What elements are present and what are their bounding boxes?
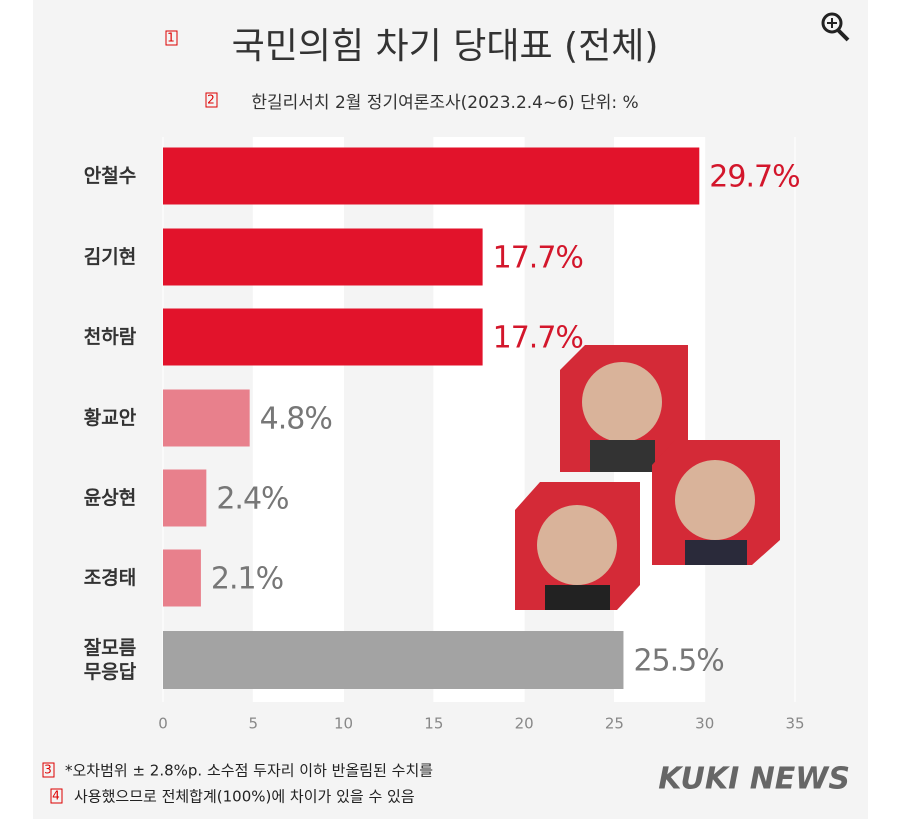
category-label: 김기현	[83, 246, 137, 268]
marker: 1	[167, 31, 175, 45]
x-tick-label: 35	[785, 715, 804, 733]
value-label: 2.4%	[216, 482, 288, 517]
footnote: *오차범위 ± 2.8%p. 소수점 두자리 이하 반올림된 수치를	[65, 762, 433, 780]
category-label: 황교안	[83, 407, 137, 429]
marker: 3	[44, 763, 52, 777]
bar	[163, 308, 483, 366]
marker: 4	[52, 789, 60, 803]
value-label: 2.1%	[211, 562, 283, 597]
chart-subtitle: 한길리서치 2월 정기여론조사(2023.2.4~6) 단위: %	[251, 93, 638, 113]
x-tick-label: 15	[424, 715, 443, 733]
bar	[163, 549, 201, 607]
grid-band	[433, 137, 525, 702]
category-label: 윤상현	[83, 487, 137, 509]
footnote: 사용했으므로 전체합계(100%)에 차이가 있을 수 있음	[74, 788, 415, 806]
chart-title: 국민의힘 차기 당대표 (전체)	[232, 26, 659, 67]
value-label: 4.8%	[260, 402, 332, 437]
value-label: 17.7%	[493, 241, 583, 276]
source: KUKI NEWS	[658, 762, 850, 797]
photos	[515, 345, 780, 610]
category-label: 천하람	[83, 326, 137, 348]
x-tick-label: 5	[249, 715, 259, 733]
x-tick-label: 20	[515, 715, 534, 733]
x-tick-label: 10	[334, 715, 353, 733]
value-label: 17.7%	[493, 321, 583, 356]
category-label: 조경태	[83, 567, 137, 589]
bar	[163, 469, 207, 527]
zoom-icon[interactable]	[821, 12, 850, 42]
bar	[163, 147, 700, 205]
category-label: 잘모름 무응답	[83, 637, 137, 683]
bar	[163, 389, 250, 447]
value-label: 25.5%	[633, 644, 723, 679]
bar	[163, 631, 624, 689]
x-tick-label: 25	[605, 715, 624, 733]
x-tick-label: 30	[695, 715, 714, 733]
bar	[163, 228, 483, 286]
marker: 2	[207, 93, 215, 107]
value-label: 29.7%	[709, 160, 799, 195]
category-label: 안철수	[83, 165, 137, 187]
x-tick-label: 0	[158, 715, 168, 733]
